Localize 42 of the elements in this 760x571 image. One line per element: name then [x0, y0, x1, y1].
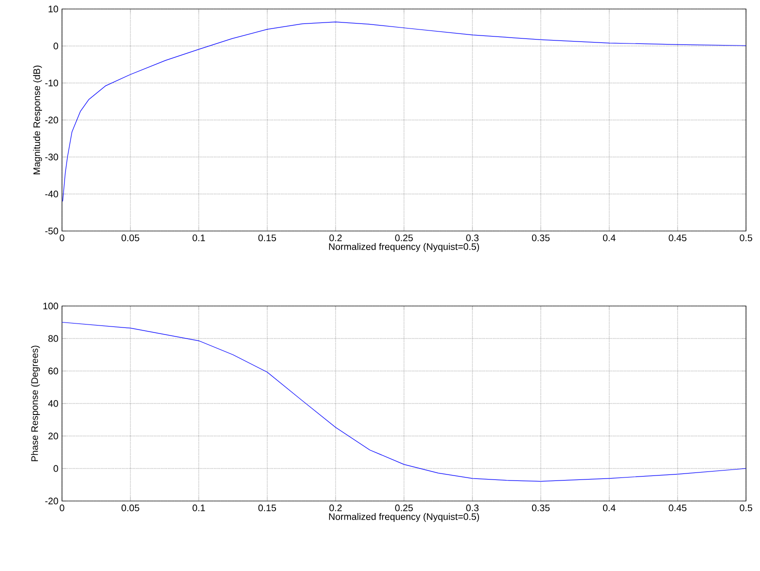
x-tick-label: 0.25 — [395, 234, 413, 242]
x-tick-label: 0.4 — [603, 504, 616, 512]
x-tick-label: 0.35 — [532, 234, 550, 242]
y-tick-label: -30 — [45, 154, 58, 160]
line-series — [62, 322, 746, 482]
x-tick-label: 0 — [60, 234, 64, 242]
x-tick-label: 0.2 — [329, 504, 342, 512]
x-tick-label: 0.25 — [395, 504, 413, 512]
x-tick-label: 0.15 — [258, 504, 276, 512]
x-tick-label: 0.3 — [466, 234, 479, 242]
y-tick-label: 80 — [48, 335, 58, 342]
x-tick-label: 0.4 — [603, 234, 616, 242]
x-tick-label: 0.5 — [740, 234, 752, 242]
y-tick-label: -50 — [45, 228, 58, 234]
x-tick-label: 0.1 — [192, 234, 205, 242]
y-tick-label: 0 — [54, 42, 58, 50]
x-tick-label: 0.45 — [668, 234, 686, 242]
line-series — [62, 22, 746, 202]
x-tick-label: 0.05 — [122, 504, 140, 512]
y-tick-label: -20 — [45, 498, 58, 504]
x-axis-title: Normalized frequency (Nyquist=0.5) — [329, 243, 479, 252]
y-tick-label: 40 — [48, 400, 58, 407]
x-tick-label: 0.05 — [122, 234, 140, 242]
x-tick-label: 0.35 — [532, 504, 550, 512]
x-axis-title: Normalized frequency (Nyquist=0.5) — [329, 513, 479, 522]
x-tick-label: 0.3 — [466, 504, 479, 512]
y-axis-title: Phase Response (Degrees) — [31, 346, 40, 462]
x-tick-label: 0.1 — [192, 504, 205, 512]
y-tick-label: 100 — [43, 302, 58, 310]
y-tick-label: 10 — [48, 6, 58, 12]
x-tick-label: 0.2 — [329, 234, 342, 242]
y-tick-label: 0 — [54, 465, 58, 472]
x-tick-label: 0 — [60, 504, 64, 512]
x-tick-label: 0.5 — [740, 504, 752, 512]
y-tick-label: 60 — [48, 368, 58, 374]
y-axis-title: Magnitude Response (dB) — [33, 66, 42, 174]
y-tick-label: -10 — [45, 80, 58, 86]
x-tick-label: 0.15 — [258, 234, 276, 242]
y-tick-label: -40 — [45, 190, 58, 198]
y-tick-label: -20 — [45, 116, 58, 124]
x-tick-label: 0.45 — [668, 504, 686, 512]
y-tick-label: 20 — [48, 432, 58, 440]
